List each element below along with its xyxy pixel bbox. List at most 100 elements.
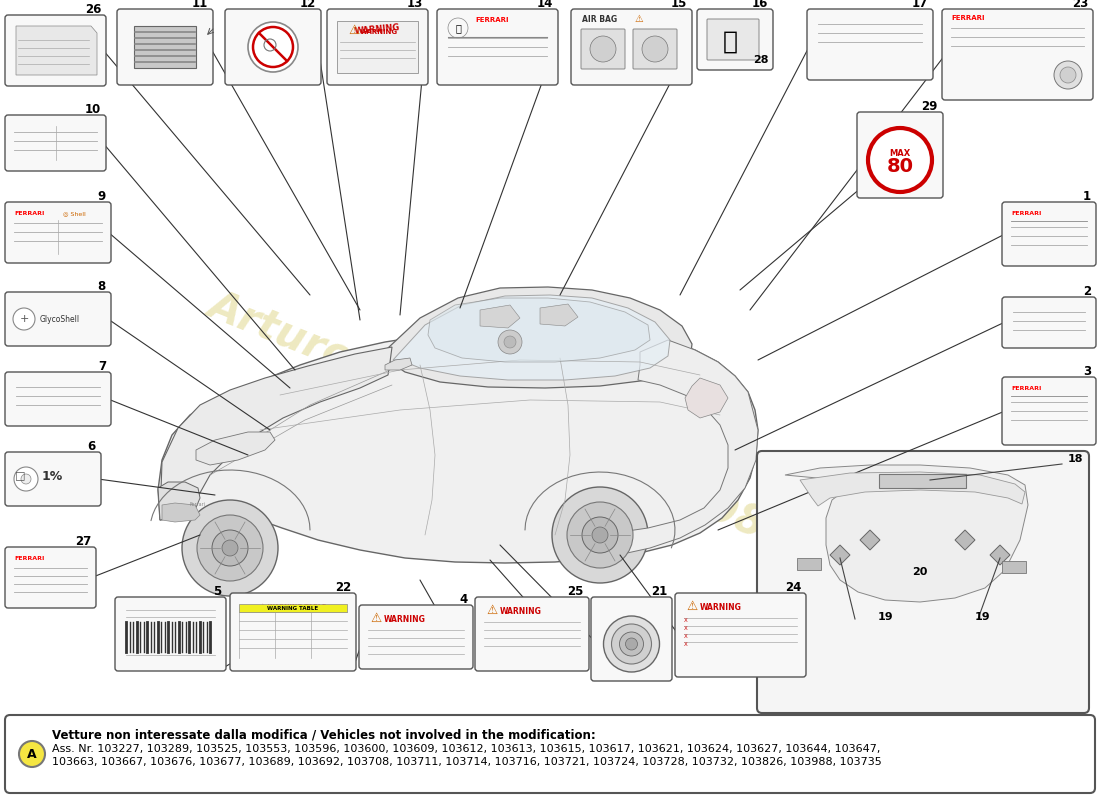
FancyBboxPatch shape <box>942 9 1093 100</box>
Text: 14: 14 <box>537 0 553 10</box>
Circle shape <box>619 632 644 656</box>
Text: 25: 25 <box>568 585 584 598</box>
Text: 29: 29 <box>922 100 938 113</box>
Text: 17: 17 <box>912 0 928 10</box>
Circle shape <box>21 474 31 484</box>
Text: 1: 1 <box>1082 190 1091 203</box>
Text: FERRARI: FERRARI <box>14 211 44 216</box>
Text: 7: 7 <box>98 360 106 373</box>
Text: 19: 19 <box>975 612 991 622</box>
Text: WARNING: WARNING <box>384 615 426 625</box>
Circle shape <box>590 36 616 62</box>
Text: ⚠ WARNING TABLE: ⚠ WARNING TABLE <box>260 603 326 609</box>
Circle shape <box>604 616 660 672</box>
Text: ⚠: ⚠ <box>686 599 697 613</box>
FancyBboxPatch shape <box>798 558 821 570</box>
Text: ⚠: ⚠ <box>635 14 643 24</box>
Text: ⚠: ⚠ <box>486 603 497 617</box>
Text: Ass. Nr. 103227, 103289, 103525, 103553, 103596, 103600, 103609, 103612, 103613,: Ass. Nr. 103227, 103289, 103525, 103553,… <box>52 744 880 754</box>
Polygon shape <box>955 530 975 550</box>
Text: FERRARI: FERRARI <box>475 17 508 23</box>
FancyBboxPatch shape <box>6 452 101 506</box>
FancyBboxPatch shape <box>591 597 672 681</box>
Text: WARNING: WARNING <box>500 607 542 617</box>
FancyBboxPatch shape <box>6 202 111 263</box>
Text: X: X <box>684 642 688 646</box>
Polygon shape <box>685 378 728 418</box>
FancyBboxPatch shape <box>327 9 428 85</box>
Polygon shape <box>162 503 200 522</box>
Text: 18: 18 <box>1068 454 1084 464</box>
FancyBboxPatch shape <box>6 547 96 608</box>
Text: ⚠: ⚠ <box>348 23 360 37</box>
Text: 22: 22 <box>334 581 351 594</box>
Circle shape <box>1054 61 1082 89</box>
FancyBboxPatch shape <box>226 9 321 85</box>
FancyBboxPatch shape <box>116 597 226 671</box>
Text: 21: 21 <box>651 585 667 598</box>
Circle shape <box>182 500 278 596</box>
FancyBboxPatch shape <box>581 29 625 69</box>
Polygon shape <box>600 340 758 557</box>
FancyBboxPatch shape <box>632 29 676 69</box>
Text: 23: 23 <box>1071 0 1088 10</box>
Text: X: X <box>684 626 688 630</box>
Circle shape <box>19 741 45 767</box>
Polygon shape <box>196 432 275 465</box>
Text: 24: 24 <box>784 581 801 594</box>
Polygon shape <box>480 305 520 328</box>
Text: MAX: MAX <box>890 149 911 158</box>
Circle shape <box>642 36 668 62</box>
FancyBboxPatch shape <box>1002 561 1026 573</box>
Circle shape <box>14 467 39 491</box>
Text: 🐴: 🐴 <box>455 23 461 33</box>
FancyBboxPatch shape <box>697 9 773 70</box>
FancyBboxPatch shape <box>6 115 106 171</box>
Polygon shape <box>540 304 578 326</box>
Text: WARNING: WARNING <box>354 23 400 37</box>
Circle shape <box>448 18 468 38</box>
FancyBboxPatch shape <box>807 9 933 80</box>
FancyBboxPatch shape <box>134 26 196 68</box>
Text: A: A <box>28 747 36 761</box>
FancyBboxPatch shape <box>230 593 356 671</box>
FancyBboxPatch shape <box>6 715 1094 793</box>
Text: FERRARI: FERRARI <box>14 556 44 561</box>
Text: WARNING TABLE: WARNING TABLE <box>267 606 319 610</box>
Polygon shape <box>393 295 670 380</box>
Circle shape <box>592 527 608 543</box>
Text: Ferrari: Ferrari <box>190 502 206 507</box>
Text: X: X <box>684 618 688 622</box>
Circle shape <box>13 308 35 330</box>
Polygon shape <box>800 472 1025 506</box>
Text: 19: 19 <box>878 612 893 622</box>
Circle shape <box>498 330 522 354</box>
Circle shape <box>1060 67 1076 83</box>
Text: 103663, 103667, 103676, 103677, 103689, 103692, 103708, 103711, 103714, 103716, : 103663, 103667, 103676, 103677, 103689, … <box>52 757 882 767</box>
Circle shape <box>197 515 263 581</box>
FancyBboxPatch shape <box>475 597 588 671</box>
FancyBboxPatch shape <box>857 112 943 198</box>
FancyBboxPatch shape <box>359 605 473 669</box>
Text: 26: 26 <box>85 3 101 16</box>
Polygon shape <box>388 287 692 388</box>
FancyBboxPatch shape <box>1002 202 1096 266</box>
Circle shape <box>504 336 516 348</box>
Text: 8: 8 <box>98 280 106 293</box>
Polygon shape <box>428 298 650 362</box>
FancyBboxPatch shape <box>337 21 418 73</box>
FancyBboxPatch shape <box>6 15 106 86</box>
Text: 28: 28 <box>754 55 769 65</box>
Text: FERRARI: FERRARI <box>952 15 984 21</box>
FancyBboxPatch shape <box>6 292 111 346</box>
Text: 11: 11 <box>191 0 208 10</box>
Text: 6: 6 <box>88 440 96 453</box>
Text: Arturon Motors since 1985: Arturon Motors since 1985 <box>202 283 797 557</box>
Text: 10: 10 <box>85 103 101 116</box>
FancyBboxPatch shape <box>1002 377 1096 445</box>
Text: 15: 15 <box>671 0 688 10</box>
FancyBboxPatch shape <box>1002 297 1096 348</box>
Text: FERRARI: FERRARI <box>1011 211 1042 216</box>
Polygon shape <box>160 347 392 520</box>
Text: WARNING: WARNING <box>700 603 741 613</box>
